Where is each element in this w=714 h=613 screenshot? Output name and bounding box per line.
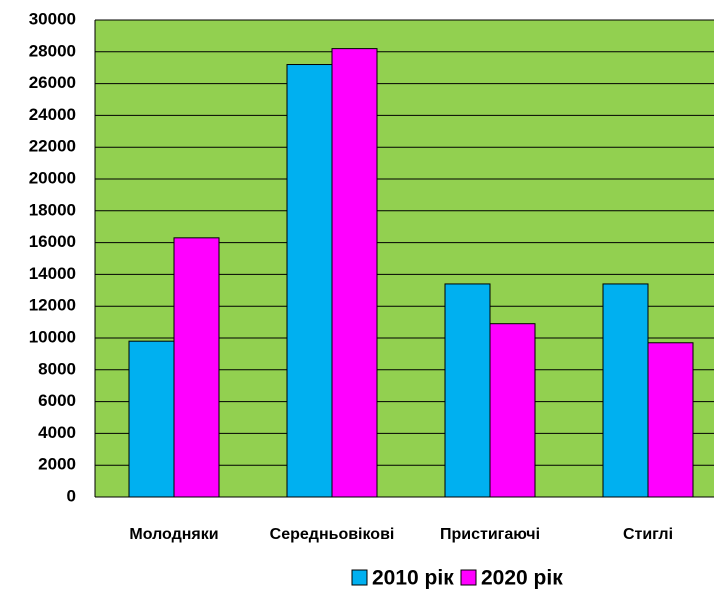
x-tick-label: Середньовікові [270, 526, 395, 543]
y-tick-label: 26000 [29, 73, 76, 92]
y-tick-label: 10000 [29, 327, 76, 346]
legend-swatch [351, 569, 368, 586]
x-tick-label: Стиглі [623, 526, 673, 543]
y-tick-label: 16000 [29, 232, 76, 251]
y-tick-label: 0 [67, 486, 76, 505]
y-tick-label: 28000 [29, 41, 76, 60]
y-tick-label: 6000 [38, 391, 76, 410]
y-tick-label: 12000 [29, 296, 76, 315]
y-tick-label: 18000 [29, 200, 76, 219]
y-tick-label: 20000 [29, 168, 76, 187]
bar [331, 48, 378, 498]
y-tick-label: 8000 [38, 359, 76, 378]
y-tick-label: 30000 [29, 9, 76, 28]
legend-label: 2010 рік [372, 567, 454, 590]
legend-swatch [460, 569, 477, 586]
bar [602, 283, 649, 498]
y-tick-label: 14000 [29, 264, 76, 283]
bar [444, 283, 491, 498]
legend-label: 2020 рік [481, 567, 563, 590]
y-tick-label: 22000 [29, 137, 76, 156]
bar [647, 342, 694, 498]
x-tick-label: Пристигаючі [440, 526, 540, 543]
y-tick-label: 4000 [38, 423, 76, 442]
bar [286, 64, 333, 498]
x-tick-label: Молодняки [129, 526, 218, 543]
bar [173, 237, 220, 498]
y-tick-label: 2000 [38, 455, 76, 474]
bar [128, 340, 175, 498]
y-tick-label: 24000 [29, 105, 76, 124]
bar [489, 323, 536, 498]
